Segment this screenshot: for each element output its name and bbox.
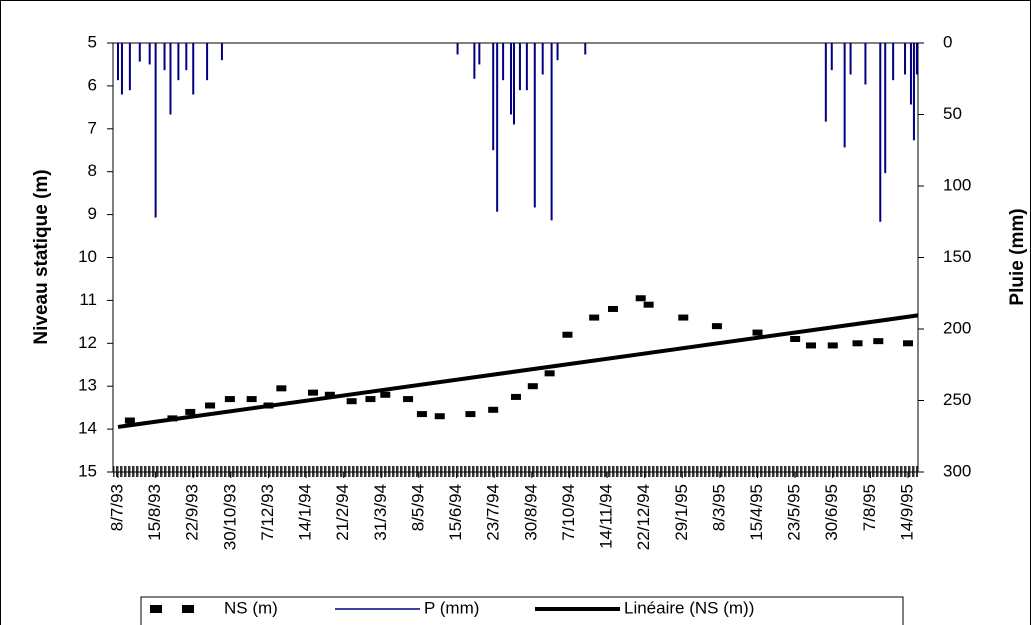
ns-point (607, 305, 618, 312)
y2-tick-label: 0 (943, 32, 952, 51)
ns-point (346, 398, 357, 405)
ns-point (365, 396, 376, 403)
ns-point (790, 336, 801, 343)
y-tick-label: 7 (88, 118, 97, 137)
ns-point (276, 385, 287, 392)
x-tick-label: 30/8/94 (521, 484, 540, 541)
ns-point (589, 314, 600, 321)
x-tick-label: 21/2/94 (333, 484, 352, 541)
ns-point (434, 413, 445, 420)
y2-tick-label: 300 (943, 461, 971, 480)
ns-point (544, 370, 555, 377)
legend-label: NS (m) (224, 598, 278, 617)
y-tick-label: 14 (78, 419, 97, 438)
legend-swatch (182, 605, 194, 613)
y-tick-label: 12 (78, 333, 97, 352)
ns-point (416, 411, 427, 418)
y-tick-label: 13 (78, 376, 97, 395)
ns-point (643, 301, 654, 308)
ns-point (852, 340, 863, 347)
y2-tick-label: 200 (943, 318, 971, 337)
legend (140, 596, 904, 625)
y-tick-label: 15 (78, 461, 97, 480)
legend-label: P (mm) (424, 598, 479, 617)
ns-point (308, 389, 319, 396)
ns-point (635, 295, 646, 302)
x-tick-label: 15/4/95 (747, 484, 766, 541)
x-tick-label: 15/8/93 (145, 484, 164, 541)
ns-point (752, 329, 763, 336)
y2-tick-label: 150 (943, 247, 971, 266)
x-tick-label: 30/10/93 (220, 484, 239, 550)
ns-point (380, 391, 391, 398)
x-tick-label: 15/6/94 (446, 484, 465, 541)
x-tick-label: 30/6/95 (822, 484, 841, 541)
x-tick-label: 7/12/93 (258, 484, 277, 541)
y-axis-title: Niveau statique (m) (31, 169, 52, 344)
x-tick-label: 22/9/93 (183, 484, 202, 541)
ns-point (246, 396, 257, 403)
legend-label: Linéaire (NS (m)) (624, 598, 754, 617)
ns-point (805, 342, 816, 349)
ns-point (903, 340, 913, 347)
x-tick-label: 8/3/95 (709, 484, 728, 531)
x-tick-label: 8/7/93 (107, 484, 126, 531)
ns-point (873, 338, 884, 345)
y-tick-label: 6 (88, 75, 97, 94)
y-tick-label: 5 (88, 32, 97, 51)
x-tick-label: 14/1/94 (296, 484, 315, 541)
y2-tick-label: 250 (943, 390, 971, 409)
y2-axis-title: Pluie (mm) (1007, 208, 1028, 305)
y-tick-label: 10 (78, 247, 97, 266)
x-tick-label: 14/11/94 (597, 484, 616, 549)
ns-point (124, 417, 135, 424)
ns-point (185, 408, 196, 415)
ns-point (827, 342, 838, 349)
x-tick-label: 7/8/95 (860, 484, 879, 531)
ns-point (403, 396, 414, 403)
x-tick-label: 29/1/95 (672, 484, 691, 541)
y-tick-label: 9 (88, 204, 97, 223)
y2-tick-label: 100 (943, 175, 971, 194)
x-tick-label: 7/10/94 (559, 484, 578, 541)
ns-point (678, 314, 689, 321)
ns-point (562, 331, 573, 338)
x-tick-label: 31/3/94 (371, 484, 390, 541)
ns-point (510, 393, 521, 400)
x-tick-label: 23/5/95 (785, 484, 804, 541)
y2-tick-label: 50 (943, 104, 962, 123)
x-tick-label: 22/12/94 (634, 484, 653, 550)
x-tick-label: 8/5/94 (408, 484, 427, 531)
plot-area (112, 42, 919, 473)
trend-line (117, 313, 919, 429)
ns-point (324, 391, 335, 398)
ns-point (527, 383, 538, 390)
y-tick-label: 11 (79, 290, 97, 309)
y-tick-label: 8 (88, 161, 97, 180)
ns-point (205, 402, 216, 409)
ns-point (488, 406, 499, 413)
x-tick-label: 23/7/94 (484, 484, 503, 541)
ns-point (224, 396, 235, 403)
legend-swatch (150, 605, 162, 613)
ns-point (465, 411, 476, 418)
ns-point (711, 323, 722, 330)
x-tick-label: 14/9/95 (897, 484, 916, 541)
